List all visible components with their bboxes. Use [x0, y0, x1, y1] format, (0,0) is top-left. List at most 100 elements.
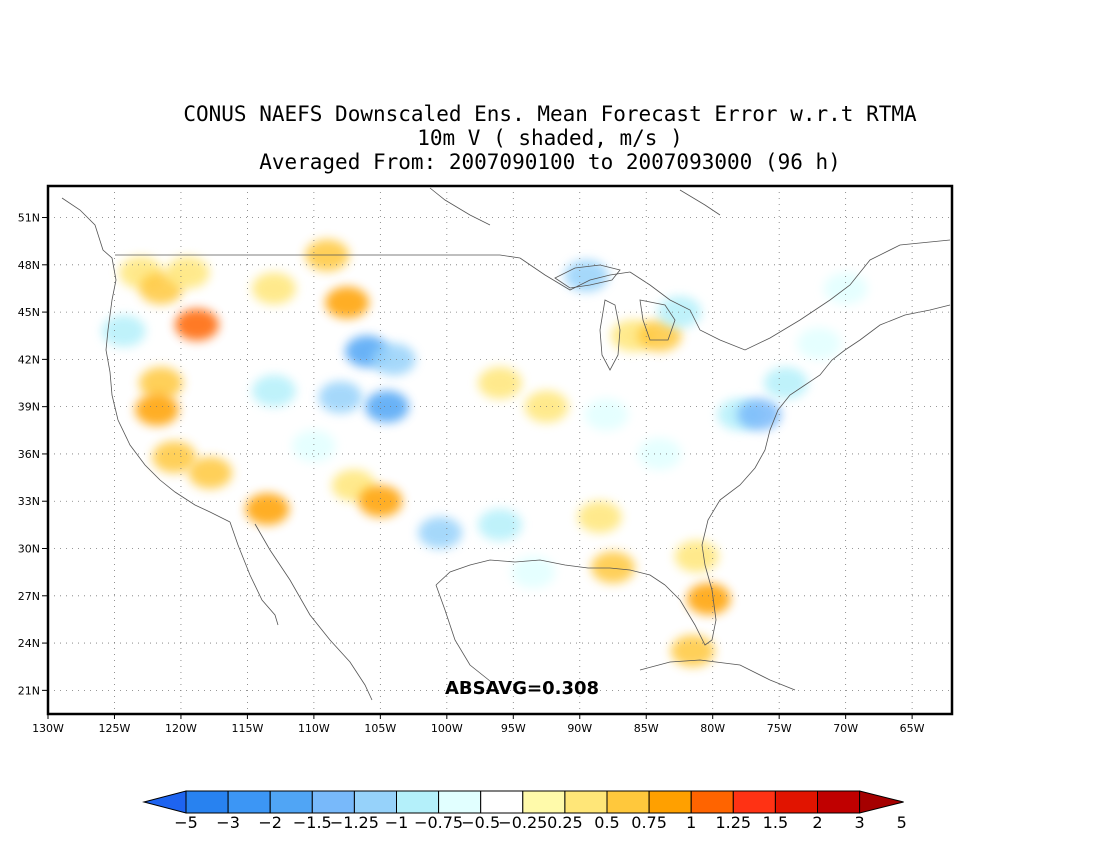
lon-tick-label: 75W [767, 722, 792, 735]
lon-tick-label: 130W [32, 722, 64, 735]
shaded-area-0 [101, 315, 146, 348]
chart-title-line-3: Averaged From: 2007090100 to 2007093000 … [259, 150, 841, 174]
colorbar-box [817, 790, 861, 814]
colorbar-label: 1.5 [763, 813, 788, 832]
colorbar-label: −1.5 [293, 813, 332, 832]
lat-tick-label: 39N [18, 401, 40, 414]
chart-title-line-2: 10m V ( shaded, m/s ) [417, 126, 683, 150]
shaded-area-17 [252, 374, 296, 407]
shaded-area-6 [135, 393, 180, 426]
colorbar-label: 1.25 [715, 813, 751, 832]
colorbar-label: −1 [385, 813, 409, 832]
shaded-area-4 [174, 308, 219, 341]
absavg-annotation: ABSAVG=0.308 [445, 678, 599, 699]
lon-tick-label: 80W [700, 722, 725, 735]
lon-tick-label: 70W [833, 722, 858, 735]
colorbar-label: 0.5 [594, 813, 619, 832]
shaded-field [101, 239, 868, 667]
colorbar-label: −0.75 [414, 813, 463, 832]
colorbar-arrow-left [142, 790, 187, 814]
shaded-area-41 [670, 634, 715, 667]
shaded-area-32 [584, 398, 629, 431]
colorbar-box [522, 790, 566, 814]
colorbar-box [227, 790, 271, 814]
lat-tick-label: 42N [18, 353, 40, 366]
shaded-area-27 [637, 319, 682, 352]
colorbar-label: 5 [897, 813, 907, 832]
shaded-area-24 [577, 500, 622, 533]
shaded-area-23 [511, 556, 556, 589]
colorbar-box [648, 790, 692, 814]
shaded-area-12 [325, 286, 370, 319]
shaded-area-33 [637, 437, 682, 470]
colorbar-label: 2 [812, 813, 822, 832]
colorbar-box [480, 790, 524, 814]
shaded-area-37 [797, 327, 842, 360]
lon-tick-label: 95W [501, 722, 526, 735]
lat-lon-grid [47, 186, 952, 714]
colorbar-box [774, 790, 819, 814]
lat-tick-label: 36N [18, 448, 40, 461]
colorbar-label: 1 [686, 813, 696, 832]
shaded-area-39 [674, 540, 719, 573]
shaded-area-3 [165, 256, 210, 289]
lon-tick-label: 110W [298, 722, 330, 735]
lon-tick-label: 105W [364, 722, 396, 735]
lat-tick-label: 33N [18, 495, 40, 508]
shaded-area-20 [358, 485, 403, 518]
lon-tick-label: 65W [900, 722, 925, 735]
map-frame [46, 184, 954, 716]
colorbar-box [269, 790, 313, 814]
colorbar-label: −2 [258, 813, 282, 832]
lat-tick-label: 24N [18, 637, 40, 650]
colorbar-box [564, 790, 608, 814]
colorbar-label: 3 [855, 813, 865, 832]
shaded-area-29 [564, 259, 609, 292]
chart-title-line-1: CONUS NAEFS Downscaled Ens. Mean Forecas… [183, 102, 917, 126]
shaded-area-28 [657, 296, 702, 329]
lat-tick-label: 45N [18, 306, 40, 319]
colorbar-arrow-right [859, 790, 904, 814]
lon-tick-label: 120W [165, 722, 197, 735]
colorbar-box [690, 790, 734, 814]
shaded-area-16 [318, 381, 363, 414]
shaded-area-35 [737, 398, 782, 431]
colorbar-box [732, 790, 776, 814]
colorbar-box [185, 790, 229, 814]
shaded-area-18 [291, 430, 336, 463]
colorbar-label: 0.25 [547, 813, 583, 832]
colorbar-label: −1.25 [330, 813, 379, 832]
colorbar-label: −0.25 [498, 813, 547, 832]
shaded-area-30 [478, 367, 522, 400]
lat-tick-label: 27N [18, 590, 40, 603]
latitude-axis: 21N 24N 27N 30N 33N 36N 39N 42N 45N 48N 51N [18, 212, 48, 697]
longitude-axis: 130W 125W 120W 115W 110W 105W 100W 95W 90W 85W 80W… [32, 714, 925, 735]
lon-tick-label: 115W [231, 722, 263, 735]
colorbar-box [606, 790, 650, 814]
shaded-area-36 [763, 367, 808, 400]
shaded-area-9 [245, 493, 290, 526]
lat-tick-label: 21N [18, 684, 40, 697]
colorbar-box [311, 790, 355, 814]
colorbar-label: −0.5 [461, 813, 500, 832]
lat-tick-label: 48N [18, 259, 40, 272]
shaded-area-14 [371, 343, 416, 376]
colorbar-label: 0.75 [631, 813, 667, 832]
shaded-area-7 [152, 441, 197, 474]
shaded-area-15 [365, 390, 409, 423]
colorbar-box [353, 790, 397, 814]
colorbar: −5 −3 −2 −1.5−1.25 −1 −0.75−0.5−0.25 0.25 0.5 0.… [142, 790, 907, 832]
shaded-area-5 [139, 367, 183, 400]
colorbar-box [438, 790, 482, 814]
colorbar-label: −3 [216, 813, 240, 832]
coastlines [61, 187, 951, 701]
shaded-area-25 [591, 551, 635, 584]
shaded-area-40 [686, 582, 731, 615]
colorbar-box [396, 790, 440, 814]
lon-tick-label: 100W [431, 722, 463, 735]
lon-tick-label: 85W [634, 722, 659, 735]
colorbar-label: −5 [174, 813, 198, 832]
lat-tick-label: 51N [18, 212, 40, 225]
shaded-area-8 [188, 456, 233, 489]
